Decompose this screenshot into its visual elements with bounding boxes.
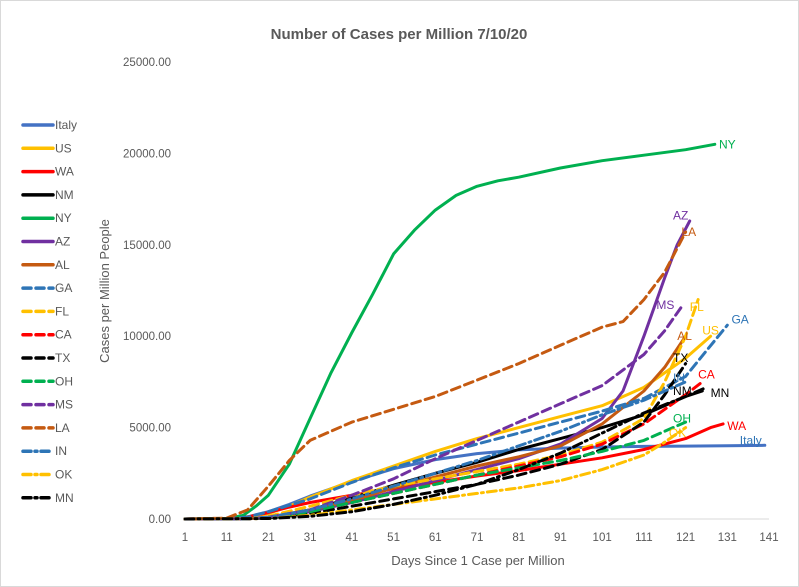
end-label-al: AL: [677, 329, 692, 343]
y-tick-label: 25000.00: [123, 57, 171, 69]
x-tick-label: 131: [718, 532, 737, 544]
end-label-ga: GA: [731, 313, 748, 327]
legend-item-ga: GA: [21, 281, 72, 295]
chart-title: Number of Cases per Million 7/10/20: [271, 26, 528, 43]
series-line-ok: [183, 426, 688, 521]
series-line-la: [183, 230, 688, 521]
y-tick-label: 10000.00: [123, 331, 171, 343]
legend-item-al: AL: [21, 258, 70, 272]
series-lines: [183, 142, 767, 521]
legend-label: GA: [55, 281, 72, 295]
end-label-la: LA: [681, 225, 696, 239]
x-tick-label: 71: [471, 532, 484, 544]
legend-item-nm: NM: [21, 188, 74, 202]
y-tick-label: 15000.00: [123, 240, 171, 252]
legend-item-mn: MN: [21, 491, 74, 505]
end-label-az: AZ: [673, 209, 688, 223]
legend: Italy US WA NM NY AZ AL GA FL CA TX OH MS LA IN OK MN: [21, 118, 77, 505]
x-tick-label: 81: [512, 532, 525, 544]
legend-item-az: AZ: [21, 235, 70, 249]
series-line-fl: [183, 298, 700, 521]
legend-label: CA: [55, 328, 72, 342]
legend-label: LA: [55, 421, 70, 435]
end-label-wa: WA: [727, 419, 746, 433]
legend-item-us: US: [21, 141, 72, 155]
legend-label: AL: [55, 258, 70, 272]
x-tick-label: 21: [262, 532, 275, 544]
legend-label: OH: [55, 374, 73, 388]
x-tick-label: 101: [593, 532, 612, 544]
legend-item-ok: OK: [21, 468, 72, 482]
x-tick-label: 41: [345, 532, 358, 544]
x-tick-label: 91: [554, 532, 567, 544]
y-tick-label: 0.00: [149, 514, 171, 526]
legend-label: MS: [55, 398, 73, 412]
x-tick-label: 11: [221, 532, 233, 544]
end-label-fl: FL: [690, 300, 704, 314]
x-tick-label: 51: [387, 532, 400, 544]
end-label-tx: TX: [673, 351, 688, 365]
legend-label: US: [55, 141, 72, 155]
end-label-ok: OK: [669, 426, 686, 440]
end-label-italy: Italy: [740, 433, 762, 447]
x-tick-label: 1: [182, 532, 188, 544]
y-axis-title: Cases per Million People: [97, 219, 112, 363]
legend-item-wa: WA: [21, 165, 74, 179]
end-label-mn: MN: [711, 386, 730, 400]
legend-label: TX: [55, 351, 70, 365]
legend-label: FL: [55, 304, 69, 318]
end-label-nm: NM: [673, 384, 692, 398]
y-tick-label: 20000.00: [123, 148, 171, 160]
end-label-in: IN: [673, 371, 685, 385]
legend-label: NM: [55, 188, 74, 202]
end-label-us: US: [702, 324, 719, 338]
legend-item-la: LA: [21, 421, 70, 435]
legend-item-ny: NY: [21, 211, 72, 225]
y-tick-label: 5000.00: [129, 423, 171, 435]
legend-label: MN: [55, 491, 74, 505]
x-axis-ticks: 1 11 21 31 41 51 61 71 81 91 101 111 121 131 141: [182, 532, 779, 544]
legend-label: WA: [55, 165, 74, 179]
end-label-ny: NY: [719, 137, 736, 151]
legend-label: IN: [55, 444, 67, 458]
end-label-ca: CA: [698, 368, 715, 382]
legend-label: OK: [55, 468, 72, 482]
x-tick-label: 141: [759, 532, 778, 544]
series-line-ny: [183, 142, 717, 521]
legend-item-fl: FL: [21, 304, 69, 318]
legend-label: NY: [55, 211, 72, 225]
legend-item-tx: TX: [21, 351, 70, 365]
x-tick-label: 61: [429, 532, 442, 544]
x-axis-title: Days Since 1 Case per Million: [391, 553, 564, 568]
legend-label: AZ: [55, 235, 70, 249]
end-label-ms: MS: [656, 298, 674, 312]
x-tick-label: 31: [304, 532, 317, 544]
legend-label: Italy: [55, 118, 77, 132]
end-label-oh: OH: [673, 411, 691, 425]
legend-item-ca: CA: [21, 328, 72, 342]
legend-item-oh: OH: [21, 374, 73, 388]
series-line-mn: [183, 385, 708, 521]
legend-item-ms: MS: [21, 398, 73, 412]
legend-item-italy: Italy: [21, 118, 77, 132]
legend-item-in: IN: [21, 444, 67, 458]
y-axis-ticks: 0.00 5000.00 10000.00 15000.00 20000.00 25000…: [123, 57, 171, 526]
x-tick-label: 121: [676, 532, 695, 544]
x-tick-label: 111: [635, 532, 652, 544]
